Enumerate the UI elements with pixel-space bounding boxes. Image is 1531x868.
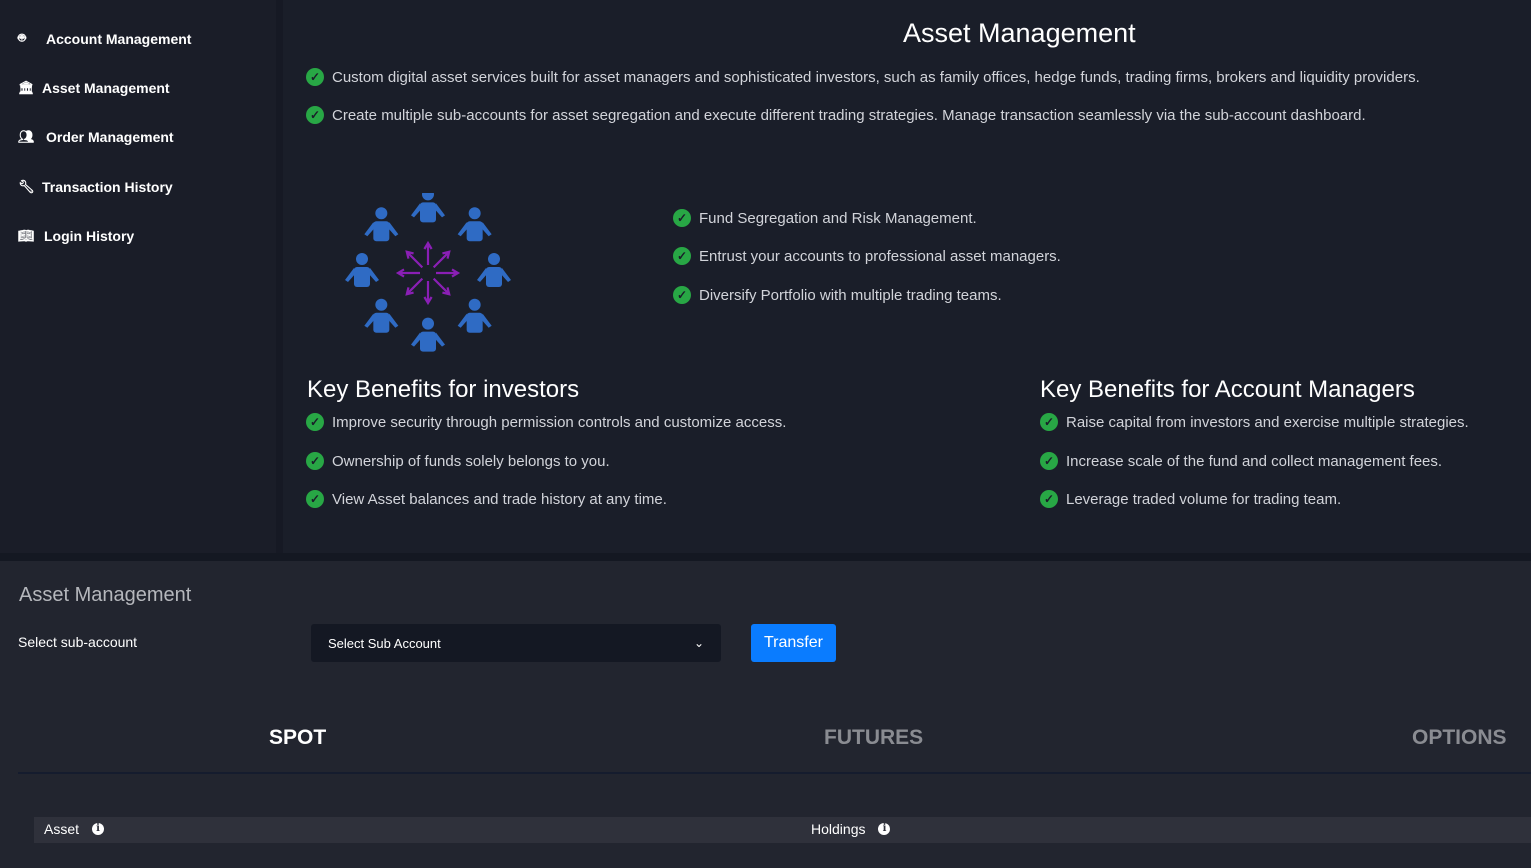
tab-options[interactable]: OPTIONS: [1412, 726, 1507, 749]
arrow-icon: [423, 281, 433, 306]
feature-point: ✓ Entrust your accounts to professional a…: [673, 247, 1061, 265]
users-icon: 👥︎: [18, 129, 35, 144]
check-circle-icon: ✓: [1040, 490, 1058, 508]
column-asset: Asset i: [44, 821, 105, 837]
section-title: Asset Management: [19, 584, 192, 606]
investor-benefit: ✓ Improve security through permission con…: [306, 413, 786, 431]
check-circle-icon: ✓: [306, 452, 324, 470]
feature-point: ✓ Diversify Portfolio with multiple tradi…: [673, 286, 1002, 304]
person-icon: [411, 317, 445, 352]
arrow-icon: [405, 250, 424, 269]
intro-section: Asset Management ✓ Custom digital asset s…: [283, 0, 1531, 553]
bank-icon: 🏛︎: [18, 80, 35, 95]
check-circle-icon: ✓: [1040, 452, 1058, 470]
book-icon: 📖︎: [18, 228, 35, 243]
info-icon[interactable]: i: [878, 823, 891, 835]
transfer-button[interactable]: Transfer: [751, 624, 836, 662]
sidebar-item-label: Account Management: [46, 31, 192, 47]
sidebar-item-account-management[interactable]: 🤖︎ Account Management: [18, 30, 191, 48]
manager-benefit: ✓ Raise capital from investors and exerci…: [1040, 413, 1469, 431]
sub-account-select[interactable]: Select Sub Account ⌄: [311, 624, 721, 662]
arrow-icon: [405, 277, 424, 296]
person-icon: [411, 193, 445, 223]
arrow-icon: [436, 268, 461, 278]
column-holdings: Holdings i: [811, 821, 891, 837]
sidebar-item-login-history[interactable]: 📖︎ Login History: [18, 228, 134, 244]
investor-benefit: ✓ Ownership of funds solely belongs to yo…: [306, 452, 610, 470]
investors-heading: Key Benefits for investors: [307, 376, 580, 403]
tab-spot[interactable]: SPOT: [269, 726, 327, 749]
check-circle-icon: ✓: [1040, 413, 1058, 431]
sidebar-item-transaction-history[interactable]: 🔧︎ Transaction History: [18, 179, 173, 195]
divider: [276, 0, 283, 553]
feature-point: ✓ Fund Segregation and Risk Management.: [673, 209, 977, 227]
sidebar-item-order-management[interactable]: 👥︎ Order Management: [18, 129, 174, 145]
intro-point: ✓ Custom digital asset services built for…: [306, 68, 1420, 86]
page-title: Asset Management: [903, 18, 1136, 48]
manager-benefit: ✓ Leverage traded volume for trading team…: [1040, 490, 1341, 508]
chevron-down-icon: ⌄: [693, 636, 704, 650]
person-icon: [364, 207, 399, 242]
check-circle-icon: ✓: [306, 413, 324, 431]
check-circle-icon: ✓: [306, 68, 324, 86]
select-sub-account-label: Select sub-account: [18, 634, 138, 650]
sidebar-item-label: Order Management: [46, 129, 174, 145]
person-icon: [345, 253, 379, 287]
tab-futures[interactable]: FUTURES: [824, 726, 924, 749]
arrow-icon: [432, 277, 451, 296]
robot-icon: 🤖︎: [18, 30, 26, 45]
sidebar-item-label: Transaction History: [42, 179, 173, 195]
managers-heading: Key Benefits for Account Managers: [1040, 376, 1415, 403]
person-icon: [477, 253, 511, 287]
team-network-illustration: [345, 193, 511, 352]
sidebar: 🤖︎ Account Management 🏛︎ Asset Management …: [0, 0, 276, 553]
check-circle-icon: ✓: [306, 106, 324, 124]
manager-benefit: ✓ Increase scale of the fund and collect …: [1040, 452, 1442, 470]
intro-point: ✓ Create multiple sub-accounts for asset …: [306, 106, 1366, 124]
wrench-icon: 🔧︎: [18, 179, 35, 194]
select-value: Select Sub Account: [328, 635, 441, 651]
arrow-icon: [432, 250, 451, 269]
check-circle-icon: ✓: [673, 286, 691, 304]
sidebar-item-label: Asset Management: [42, 80, 170, 96]
sidebar-item-label: Login History: [44, 228, 135, 244]
person-icon: [364, 298, 399, 333]
arrow-icon: [395, 268, 420, 278]
arrow-icon: [423, 240, 433, 265]
table-header: Asset i Holdings i: [34, 817, 1531, 843]
person-icon: [457, 207, 492, 242]
tab-underline: [18, 772, 1531, 774]
check-circle-icon: ✓: [306, 490, 324, 508]
check-circle-icon: ✓: [673, 209, 691, 227]
person-icon: [457, 298, 492, 333]
divider: [0, 553, 1531, 561]
investor-benefit: ✓ View Asset balances and trade history a…: [306, 490, 667, 508]
check-circle-icon: ✓: [673, 247, 691, 265]
sidebar-item-asset-management[interactable]: 🏛︎ Asset Management: [18, 80, 170, 96]
info-icon[interactable]: i: [92, 823, 105, 835]
